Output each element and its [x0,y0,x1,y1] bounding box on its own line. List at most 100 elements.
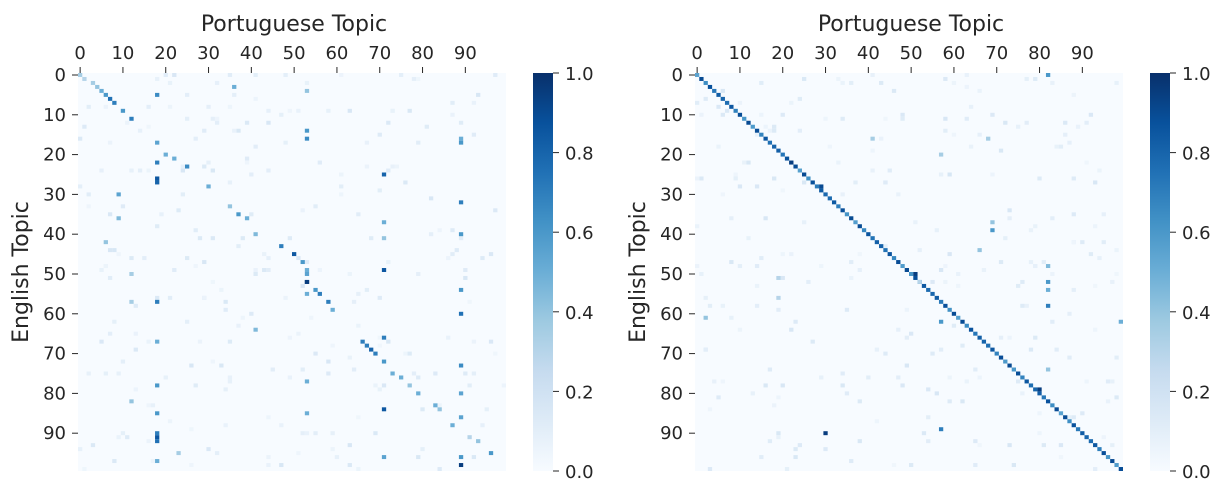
heatmap-cell [1024,303,1029,308]
heatmap-cell [1050,216,1055,221]
heatmap-cell [467,383,472,388]
heatmap-cell [729,104,734,109]
heatmap-cell [998,260,1004,265]
y-tick-label: 60 [660,304,683,325]
heatmap-cell [990,220,995,225]
heatmap-cell [90,80,96,85]
x-tick-label: 40 [857,43,880,64]
heatmap-cell [364,343,370,348]
heatmap-cell [458,236,464,241]
heatmap-cell [330,307,335,312]
heatmap-cell [300,260,305,265]
heatmap-cell [1016,379,1021,384]
heatmap-cell [292,252,297,257]
heatmap-cell [1084,435,1089,440]
heatmap-cell [1101,451,1106,456]
heatmap-cell [870,73,875,77]
heatmap-cell [309,315,314,320]
heatmap-cell [347,272,352,276]
heatmap-cell [930,279,935,284]
heatmap-cell [1054,144,1059,149]
heatmap-cell [185,319,190,324]
heatmap-cell [210,168,215,173]
heatmap-cell [1011,463,1016,468]
heatmap-cell [244,120,250,125]
heatmap-cell [1041,443,1046,448]
heatmap-cell [266,455,271,460]
heatmap-cell [977,88,982,93]
heatmap-cell [223,307,228,312]
heatmap-cell [304,279,310,284]
heatmap-cell [754,132,760,137]
heatmap-cell [120,108,126,113]
heatmap-cell [947,172,952,177]
heatmap-cell [304,272,310,276]
heatmap-cell [369,347,374,352]
heatmap-cell [849,260,854,265]
heatmap-cell [1110,279,1115,284]
heatmap-cell [887,252,892,257]
heatmap-cell [759,455,764,460]
heatmap-cell [1075,427,1081,432]
heatmap-cell [695,264,700,269]
heatmap-cell [437,403,442,408]
heatmap-cell [227,104,233,109]
heatmap-cell [1088,439,1094,444]
right-x-axis-label: Portuguese Topic [818,12,1004,37]
heatmap-cell [767,128,773,133]
heatmap-cell [802,172,807,177]
heatmap-cell [870,168,875,173]
heatmap-cell [840,192,845,197]
y-tick-label: 70 [43,344,66,365]
heatmap-cell [797,443,802,448]
heatmap-cell [1080,240,1085,245]
heatmap-cell [210,359,215,364]
heatmap-cell [1101,435,1106,440]
heatmap-cell [909,272,914,276]
heatmap-cell [351,367,357,372]
heatmap-cell [364,287,370,292]
heatmap-cell [458,232,464,237]
heatmap-cell [287,236,292,241]
heatmap-cell [964,73,969,77]
heatmap-cell [120,204,126,209]
heatmap-cell [1037,176,1042,181]
heatmap-cell [1058,411,1064,416]
heatmap-cell [943,76,948,81]
heatmap-cell [155,411,160,416]
heatmap-cell [763,136,768,141]
heatmap-cell [716,144,721,149]
heatmap-cell [964,84,969,89]
y-tick-label: 50 [660,264,683,285]
heatmap-cell [193,383,198,388]
heatmap-cell [938,319,944,324]
heatmap-cell [112,459,117,464]
heatmap-cell [206,184,211,189]
heatmap-cell [733,172,738,177]
heatmap-cell [480,423,485,428]
heatmap-cell [202,164,207,169]
heatmap-cell [326,299,331,304]
heatmap-cell [185,116,190,121]
heatmap-cell [810,180,815,185]
colorbar-gradient [1150,73,1170,471]
heatmap-cell [977,335,982,340]
heatmap-cell [1071,287,1076,292]
heatmap-cell [780,112,785,117]
heatmap-cell [249,311,254,316]
heatmap-cell [155,383,160,388]
heatmap-cell [754,303,760,308]
heatmap-cell [214,116,220,121]
heatmap-cell [844,307,850,312]
heatmap-cell [720,192,725,197]
heatmap-cell [112,248,117,253]
heatmap-cell [167,80,173,85]
heatmap-cell [772,144,777,149]
heatmap-cell [223,387,228,392]
heatmap-cell [133,387,138,392]
heatmap-cell [296,256,301,261]
heatmap-cell [853,220,858,225]
heatmap-cell [857,252,862,257]
heatmap-cell [202,295,207,300]
heatmap-cell [116,192,121,197]
